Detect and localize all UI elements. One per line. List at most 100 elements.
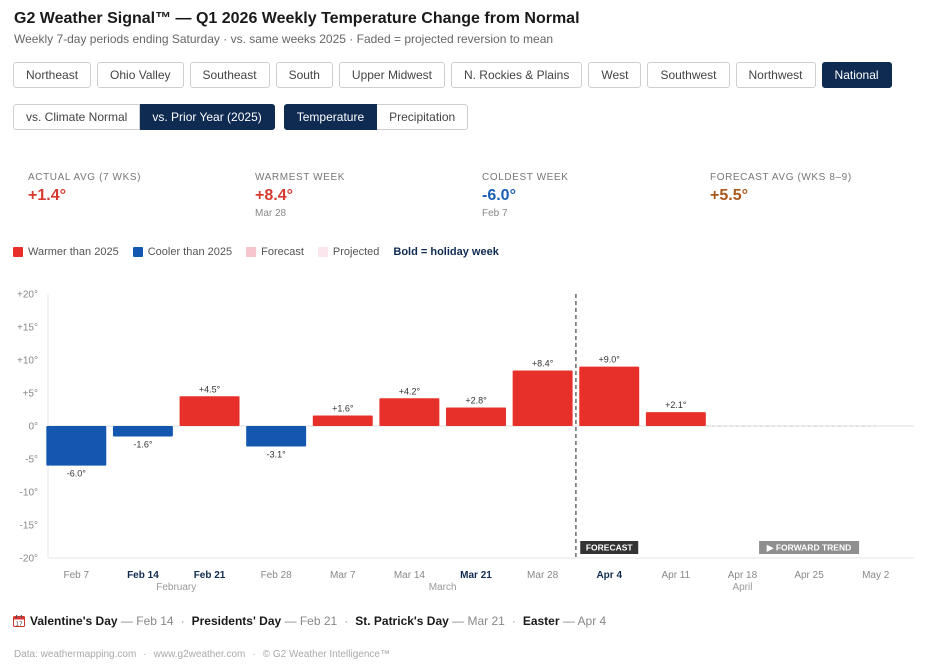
legend-swatch-forecast bbox=[246, 247, 257, 257]
holiday-date: — Feb 21 bbox=[284, 614, 338, 628]
stat-actual-avg: ACTUAL AVG (7 WKS) +1.4° bbox=[28, 172, 141, 205]
x-tick-label: Feb 21 bbox=[194, 570, 226, 581]
y-tick-label: -5° bbox=[25, 455, 38, 466]
region-button-n-rockies-plains[interactable]: N. Rockies & Plains bbox=[450, 62, 583, 88]
y-tick-label: +10° bbox=[17, 356, 38, 367]
comparison-option-vs-climate-normal[interactable]: vs. Climate Normal bbox=[13, 104, 141, 130]
x-tick-label: Mar 7 bbox=[330, 570, 356, 581]
region-button-upper-midwest[interactable]: Upper Midwest bbox=[338, 62, 445, 88]
x-tick-label: Apr 25 bbox=[794, 570, 824, 581]
page-subtitle: Weekly 7-day periods ending Saturday · v… bbox=[14, 32, 554, 46]
region-button-west[interactable]: West bbox=[588, 62, 642, 88]
holiday-date: — Mar 21 bbox=[452, 614, 505, 628]
separator: · bbox=[511, 614, 516, 628]
legend-cooler: Cooler than 2025 bbox=[132, 246, 233, 258]
region-button-southeast[interactable]: Southeast bbox=[189, 62, 270, 88]
metric-option-temperature[interactable]: Temperature bbox=[283, 104, 378, 130]
comparison-option-vs-prior-year-2025[interactable]: vs. Prior Year (2025) bbox=[140, 104, 275, 130]
x-tick-label: Mar 21 bbox=[460, 570, 492, 581]
metric-toggle: Temperature Precipitation bbox=[283, 104, 469, 130]
holiday-name: Valentine's Day bbox=[30, 614, 118, 628]
y-tick-label: -15° bbox=[20, 521, 38, 532]
legend-label: Cooler than 2025 bbox=[147, 246, 233, 258]
stat-warmest-week: WARMEST WEEK +8.4° Mar 28 bbox=[255, 172, 345, 219]
calendar-icon: 17 bbox=[13, 615, 25, 627]
bar-mar-7 bbox=[312, 415, 373, 426]
stat-value: +5.5° bbox=[710, 187, 748, 204]
legend-label: Warmer than 2025 bbox=[28, 246, 119, 258]
month-label: March bbox=[429, 582, 457, 593]
legend-swatch-projected bbox=[317, 247, 328, 257]
month-label: February bbox=[156, 582, 196, 593]
y-tick-label: -10° bbox=[20, 488, 38, 499]
legend-forecast: Forecast bbox=[246, 246, 304, 258]
month-label: April bbox=[732, 582, 752, 593]
footer-site-link[interactable]: www.g2weather.com bbox=[153, 649, 246, 660]
legend-holiday-note: Bold = holiday week bbox=[393, 246, 499, 258]
legend-label: Projected bbox=[332, 246, 380, 258]
stat-sub: Mar 28 bbox=[255, 208, 287, 219]
bar-value-label: +4.2° bbox=[399, 386, 421, 396]
y-tick-label: +20° bbox=[17, 290, 38, 301]
bar-value-label: -1.6° bbox=[133, 440, 153, 450]
bar-value-label: +2.8° bbox=[465, 396, 487, 406]
footer-copyright: © G2 Weather Intelligence™ bbox=[262, 649, 390, 660]
x-tick-label: Apr 4 bbox=[596, 570, 622, 581]
temperature-bar-chart: +20° +15° +10° +5° 0° -5° -10° -15° -20° -6.0° -1.… bbox=[17, 290, 914, 593]
bar-value-label: +8.4° bbox=[532, 359, 554, 369]
separator: · bbox=[344, 614, 349, 628]
legend-swatch-warmer bbox=[13, 247, 23, 257]
annotation-box bbox=[759, 541, 860, 554]
holiday-list: 17 Valentine's Day — Feb 14 · Presidents… bbox=[13, 614, 606, 628]
stat-value: -6.0° bbox=[482, 187, 516, 204]
bar-value-label: +2.1° bbox=[665, 400, 687, 410]
region-button-southwest[interactable]: Southwest bbox=[647, 62, 730, 88]
holiday-name: Easter bbox=[522, 614, 560, 628]
legend-swatch-cooler bbox=[132, 247, 143, 257]
forward-trend-annotation: ▶ FORWARD TREND bbox=[766, 543, 851, 553]
svg-text:17: 17 bbox=[16, 621, 23, 627]
y-tick-label: 0° bbox=[28, 422, 38, 433]
bar-value-label: +4.5° bbox=[199, 384, 221, 394]
page-title: G2 Weather Signal™ — Q1 2026 Weekly Temp… bbox=[14, 10, 580, 27]
bar-apr-11 bbox=[645, 412, 706, 426]
region-selector: Northeast Ohio Valley Southeast South Upper … bbox=[13, 62, 892, 88]
bar-value-label: -6.0° bbox=[67, 469, 87, 479]
stat-label: COLDEST WEEK bbox=[482, 172, 569, 183]
separator: · bbox=[252, 649, 256, 660]
view-toggles: vs. Climate Normal vs. Prior Year (2025) … bbox=[13, 104, 469, 130]
bar-apr-4 bbox=[579, 366, 640, 426]
bar-feb-21 bbox=[179, 396, 240, 426]
stat-value: +8.4° bbox=[255, 187, 293, 204]
bar-mar-14 bbox=[379, 398, 440, 426]
stat-label: FORECAST AVG (WKS 8–9) bbox=[710, 172, 852, 183]
region-button-northwest[interactable]: Northwest bbox=[735, 62, 816, 88]
bar-feb-28 bbox=[246, 426, 307, 447]
bar-value-label: -3.1° bbox=[267, 449, 287, 459]
footer-source-link[interactable]: Data: weathermapping.com bbox=[14, 649, 137, 660]
metric-option-precipitation[interactable]: Precipitation bbox=[377, 104, 469, 130]
region-button-northeast[interactable]: Northeast bbox=[13, 62, 92, 88]
x-tick-label: May 2 bbox=[862, 570, 890, 581]
holiday-name: St. Patrick's Day bbox=[355, 614, 449, 628]
bar-mar-21 bbox=[446, 407, 506, 426]
stat-label: WARMEST WEEK bbox=[255, 172, 345, 183]
x-tick-label: Feb 14 bbox=[127, 570, 159, 581]
stat-forecast-avg: FORECAST AVG (WKS 8–9) +5.5° bbox=[710, 172, 852, 205]
stat-value: +1.4° bbox=[28, 187, 66, 204]
y-tick-label: -20° bbox=[20, 554, 38, 565]
x-tick-label: Feb 28 bbox=[261, 570, 293, 581]
bar-feb-7 bbox=[46, 426, 107, 466]
region-button-south[interactable]: South bbox=[275, 62, 333, 88]
legend-label: Forecast bbox=[261, 246, 304, 258]
region-button-ohio-valley[interactable]: Ohio Valley bbox=[97, 62, 184, 88]
x-tick-label: Mar 14 bbox=[394, 570, 426, 581]
legend-projected: Projected bbox=[317, 246, 380, 258]
holiday-name: Presidents' Day bbox=[191, 614, 282, 628]
x-tick-label: Mar 28 bbox=[527, 570, 559, 581]
region-button-national[interactable]: National bbox=[821, 62, 892, 88]
separator: · bbox=[180, 614, 185, 628]
comparison-toggle: vs. Climate Normal vs. Prior Year (2025) bbox=[13, 104, 275, 130]
forecast-annotation: FORECAST bbox=[586, 543, 634, 553]
stat-sub: Feb 7 bbox=[482, 208, 508, 219]
